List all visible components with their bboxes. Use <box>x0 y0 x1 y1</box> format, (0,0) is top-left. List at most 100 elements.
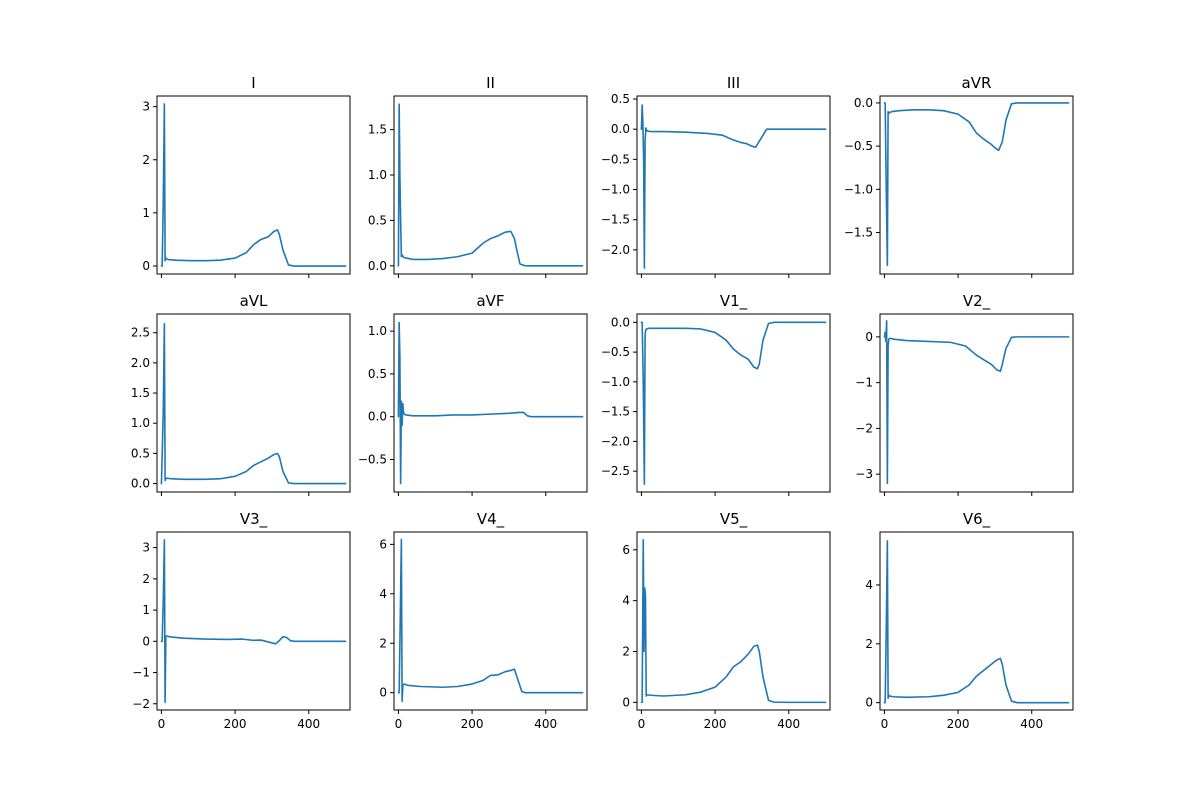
y-tick-label: −1 <box>132 666 150 680</box>
y-tick-label: 0.0 <box>854 96 873 110</box>
series-line-v2 <box>883 320 1070 485</box>
panel-title: III <box>727 74 740 92</box>
y-tick-label: −2 <box>132 697 150 711</box>
y-tick-label: 2 <box>142 572 150 586</box>
axes-frame <box>393 313 588 493</box>
panel-title: aVF <box>476 292 504 310</box>
y-tick-label: 1.5 <box>131 386 150 400</box>
y-tick-label: 1.5 <box>368 123 387 137</box>
y-tick-label: 2.5 <box>131 326 150 340</box>
axes-frame <box>636 95 831 275</box>
y-tick-label: 0.0 <box>131 477 150 491</box>
panel-title: V2_ <box>963 292 991 311</box>
series-line-ii <box>397 103 584 267</box>
x-tick-label: 0 <box>881 717 889 731</box>
series-line-avr <box>883 102 1070 267</box>
y-tick-label: 0.0 <box>368 410 387 424</box>
series-line-v1 <box>640 321 827 486</box>
y-tick-label: 1.0 <box>131 416 150 430</box>
y-tick-label: 0 <box>865 696 873 710</box>
panel-title: V1_ <box>720 292 748 311</box>
x-tick-label: 0 <box>395 717 403 731</box>
y-tick-label: 6 <box>379 537 387 551</box>
y-tick-label: 1 <box>142 603 150 617</box>
panel-v5: V5_ 0 2 4 6 0 200 400 <box>622 510 831 731</box>
y-tick-label: 0.0 <box>368 259 387 273</box>
panel-v2: V2_ 0 −1 −2 −3 <box>855 292 1074 496</box>
y-tick-label: 0.5 <box>611 92 630 106</box>
y-tick-label: 0 <box>142 634 150 648</box>
x-tick-label: 400 <box>534 717 557 731</box>
y-tick-label: −2.0 <box>601 243 630 257</box>
y-tick-label: −0.5 <box>844 139 873 153</box>
y-tick-label: 2 <box>622 645 630 659</box>
panel-i: I 0 1 2 3 <box>142 74 351 278</box>
series-line-iii <box>640 104 827 269</box>
y-tick-label: −2.0 <box>601 434 630 448</box>
panel-avr: aVR 0.0 −0.5 −1.0 −1.5 <box>844 74 1074 278</box>
y-tick-label: −1.0 <box>844 182 873 196</box>
axes-frame <box>879 531 1074 711</box>
panel-avl: aVL 0.0 0.5 1.0 1.5 2.0 2.5 <box>131 292 351 496</box>
y-tick-label: −0.5 <box>358 452 387 466</box>
y-tick-label: −0.5 <box>601 345 630 359</box>
series-line-v3 <box>160 539 347 703</box>
y-tick-label: −3 <box>855 467 873 481</box>
y-tick-label: 2.0 <box>131 356 150 370</box>
panel-v4: V4_ 0 2 4 6 0 200 400 <box>379 510 588 731</box>
axes-frame <box>879 95 1074 275</box>
y-tick-label: −1.0 <box>601 183 630 197</box>
y-tick-label: −0.5 <box>601 152 630 166</box>
panel-title: V4_ <box>477 510 505 529</box>
y-tick-label: 4 <box>379 587 387 601</box>
y-tick-label: 0.0 <box>611 122 630 136</box>
series-line-v4 <box>397 538 584 703</box>
y-tick-label: 0 <box>142 259 150 273</box>
panel-title: V5_ <box>720 510 748 529</box>
y-tick-label: 1.0 <box>368 168 387 182</box>
panel-title: V3_ <box>240 510 268 529</box>
series-line-avf <box>397 321 584 485</box>
panel-title: I <box>251 74 255 92</box>
series-line-v6 <box>883 540 1070 704</box>
y-tick-label: −2.5 <box>601 464 630 478</box>
y-tick-label: 0.5 <box>131 446 150 460</box>
y-tick-label: 1.0 <box>368 324 387 338</box>
axes-frame <box>156 313 351 493</box>
x-tick-label: 400 <box>1020 717 1043 731</box>
y-tick-label: 4 <box>865 578 873 592</box>
panel-v6: V6_ 0 2 4 0 200 400 <box>865 510 1074 731</box>
panel-title: aVR <box>962 74 992 92</box>
y-tick-label: 0.0 <box>611 315 630 329</box>
panel-ii: II 0.0 0.5 1.0 1.5 <box>368 74 588 278</box>
panels-container: I 0 1 2 3 II 0.0 0.5 1.0 1.5 III 0.5 0.0 −0.5 −1.0 −1.5… <box>131 74 1074 731</box>
y-tick-label: −1.5 <box>844 226 873 240</box>
panel-avf: aVF 1.0 0.5 0.0 −0.5 <box>358 292 588 496</box>
panel-title: aVL <box>240 292 268 310</box>
y-tick-label: 2 <box>142 153 150 167</box>
y-tick-label: −2 <box>855 421 873 435</box>
x-tick-label: 200 <box>461 717 484 731</box>
x-tick-label: 400 <box>777 717 800 731</box>
y-tick-label: 0 <box>379 686 387 700</box>
y-tick-label: −1.0 <box>601 375 630 389</box>
y-tick-label: 6 <box>622 543 630 557</box>
y-tick-label: 2 <box>865 637 873 651</box>
y-tick-label: −1.5 <box>601 213 630 227</box>
axes-frame <box>636 531 831 711</box>
series-line-avl <box>160 322 347 485</box>
y-tick-label: −1.5 <box>601 405 630 419</box>
series-line-v5 <box>640 538 827 704</box>
axes-frame <box>636 313 831 493</box>
axes-frame <box>393 95 588 275</box>
y-tick-label: 3 <box>142 541 150 555</box>
y-tick-label: 0 <box>622 695 630 709</box>
x-tick-label: 400 <box>297 717 320 731</box>
axes-frame <box>156 531 351 711</box>
y-tick-label: 4 <box>622 594 630 608</box>
x-tick-label: 0 <box>158 717 166 731</box>
panel-title: II <box>486 74 495 92</box>
panel-title: V6_ <box>963 510 991 529</box>
